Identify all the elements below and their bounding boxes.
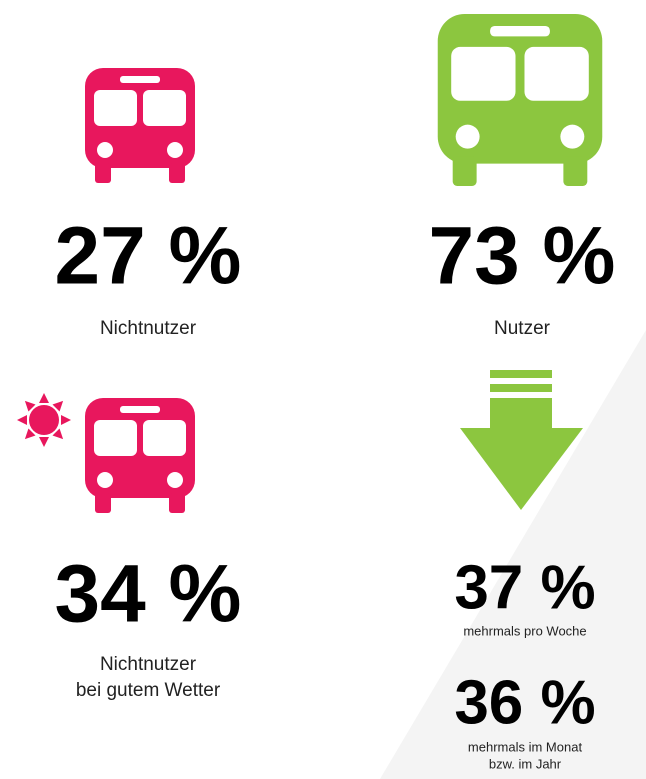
- stat-caption: mehrmals im Monat: [468, 739, 583, 754]
- stat-caption: bzw. im Jahr: [489, 756, 562, 771]
- bus-icon: [85, 398, 195, 513]
- arrow-icon: [460, 370, 583, 510]
- stat-caption: Nichtnutzer: [100, 318, 197, 339]
- bus-icon: [437, 14, 603, 186]
- background-shape: [380, 330, 646, 779]
- bus-icon: [85, 68, 195, 183]
- stat-caption: Nutzer: [494, 318, 551, 339]
- stat-value: 34 %: [55, 549, 242, 640]
- stat-caption: bei gutem Wetter: [76, 680, 221, 701]
- stat-value: 27 %: [55, 211, 242, 302]
- stat-caption: mehrmals pro Woche: [463, 623, 586, 638]
- sun-icon: [5, 381, 83, 459]
- stat-value: 73 %: [429, 211, 616, 302]
- stat-caption: Nichtnutzer: [100, 654, 197, 675]
- stat-value: 36 %: [454, 668, 595, 737]
- stat-value: 37 %: [454, 553, 595, 622]
